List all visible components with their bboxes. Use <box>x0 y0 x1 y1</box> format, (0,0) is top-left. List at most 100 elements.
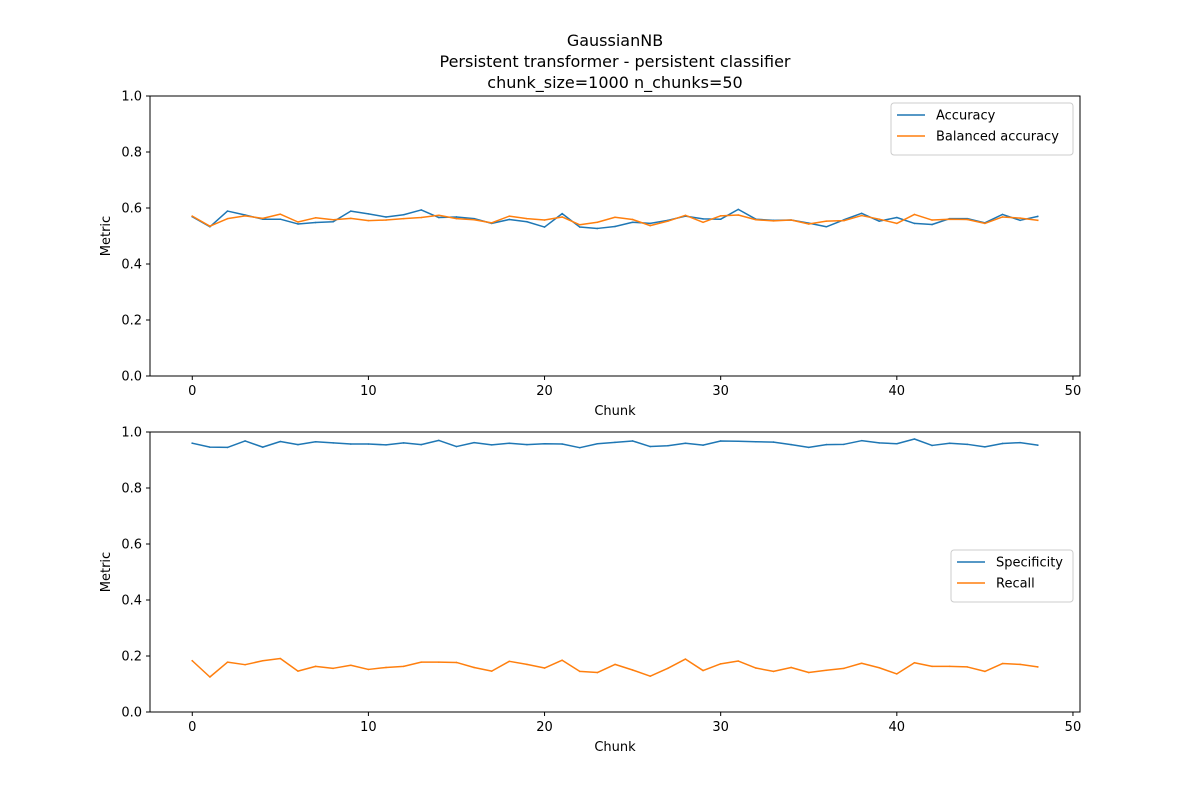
data-point <box>878 666 881 669</box>
data-point <box>297 221 299 223</box>
data-point <box>1019 219 1021 222</box>
data-point <box>490 670 493 672</box>
data-point <box>807 223 810 225</box>
title-line-3: chunk_size=1000 n_chunks=50 <box>487 73 742 93</box>
data-point <box>473 666 475 669</box>
data-point <box>719 663 722 665</box>
x-tick-label: 50 <box>1065 720 1082 735</box>
data-point <box>878 442 881 444</box>
data-point <box>578 224 581 226</box>
data-point <box>966 666 969 668</box>
data-point <box>631 221 634 224</box>
data-point <box>860 662 863 665</box>
data-point <box>1036 666 1039 668</box>
data-point <box>385 216 387 218</box>
data-point <box>614 663 616 666</box>
data-point <box>684 214 687 217</box>
x-tick-label: 10 <box>360 384 377 399</box>
data-point <box>349 210 352 212</box>
data-point <box>948 665 951 668</box>
data-point <box>367 219 370 222</box>
data-point <box>402 442 405 444</box>
top-plot: 0 10 20 30 40 50 0.0 0.2 0.4 0.6 0.8 1.0 Chunk Metric… <box>99 90 1081 420</box>
y-tick-label: 0.8 <box>121 146 142 161</box>
data-point <box>966 218 969 221</box>
data-point <box>578 670 581 673</box>
x-tick-label: 40 <box>889 720 906 735</box>
data-point <box>596 221 599 224</box>
data-point <box>614 225 616 228</box>
x-tick-label: 20 <box>536 720 553 735</box>
data-point <box>191 442 194 445</box>
data-point <box>984 446 986 448</box>
data-point <box>737 214 740 216</box>
x-tick-label: 50 <box>1065 384 1082 399</box>
data-point <box>684 442 687 445</box>
data-point <box>261 446 264 448</box>
data-point <box>261 217 264 220</box>
data-point <box>631 218 634 221</box>
data-point <box>843 667 845 670</box>
data-point <box>931 223 933 226</box>
data-point <box>578 446 581 449</box>
data-point <box>755 441 757 443</box>
data-point <box>1001 442 1004 445</box>
x-tick-label: 0 <box>188 384 196 399</box>
data-point <box>561 443 563 445</box>
data-point <box>508 215 511 217</box>
data-point <box>420 443 423 446</box>
data-point <box>490 444 493 446</box>
data-point <box>737 208 740 211</box>
data-point <box>385 444 387 446</box>
data-point <box>1019 217 1021 219</box>
data-point <box>209 446 211 448</box>
axes-frame <box>149 95 1081 377</box>
y-tick-label: 1.0 <box>121 426 142 441</box>
legend-label: Accuracy <box>936 109 996 124</box>
data-point <box>438 439 440 442</box>
data-point <box>843 219 845 222</box>
legend-label: Balanced accuracy <box>936 130 1059 145</box>
data-point <box>667 220 669 222</box>
series-points <box>191 438 1039 449</box>
series-points <box>191 208 1039 230</box>
data-point <box>455 217 458 220</box>
data-point <box>332 220 334 223</box>
y-tick-label: 0.6 <box>121 538 142 553</box>
data-point <box>825 220 828 222</box>
legend-label: Recall <box>996 577 1035 592</box>
series-points <box>191 213 1039 227</box>
data-point <box>279 213 282 215</box>
data-point <box>614 216 616 219</box>
data-point <box>843 443 845 446</box>
title-line-1: GaussianNB <box>567 31 663 50</box>
data-point <box>825 443 828 446</box>
data-point <box>649 222 652 225</box>
title-line-2: Persistent transformer - persistent clas… <box>439 52 790 71</box>
data-point <box>631 440 634 442</box>
data-point <box>1001 213 1004 216</box>
figure-title: GaussianNB Persistent transformer - pers… <box>439 31 790 93</box>
data-point <box>209 676 211 678</box>
data-point <box>737 440 740 443</box>
data-point <box>1036 444 1039 446</box>
data-point <box>931 219 933 221</box>
data-point <box>438 216 440 219</box>
bottom-plot: 0 10 20 30 40 50 0.0 0.2 0.4 0.6 0.8 1.0 Chunk Metric… <box>99 426 1081 756</box>
data-point <box>649 445 652 448</box>
data-point <box>402 665 405 668</box>
data-point <box>244 663 246 666</box>
data-point <box>772 220 775 222</box>
data-point <box>455 661 458 664</box>
data-point <box>578 226 581 228</box>
x-tick-label: 0 <box>188 720 196 735</box>
data-point <box>931 444 933 447</box>
data-point <box>790 666 792 669</box>
data-point <box>543 667 546 669</box>
data-point <box>332 442 334 444</box>
data-point <box>807 671 810 674</box>
data-point <box>1019 441 1021 444</box>
data-point <box>931 665 933 668</box>
data-point <box>279 657 282 660</box>
data-point <box>191 659 194 662</box>
